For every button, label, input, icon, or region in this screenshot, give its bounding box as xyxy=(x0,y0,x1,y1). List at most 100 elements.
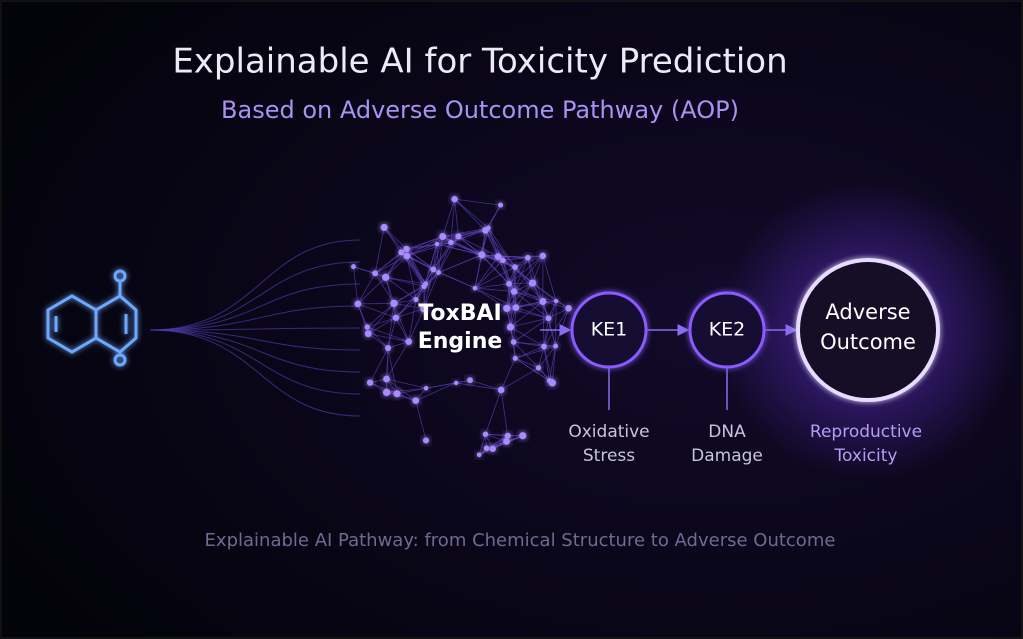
network-edge xyxy=(488,204,501,229)
network-edge xyxy=(386,348,389,379)
network-edge xyxy=(408,308,425,342)
network-edge xyxy=(386,341,410,380)
network-node xyxy=(453,380,459,386)
network-node xyxy=(539,298,547,305)
network-node xyxy=(372,270,379,277)
network-edge xyxy=(458,235,499,258)
network-edge xyxy=(423,272,439,309)
network-edge xyxy=(498,255,543,258)
node-caption: Stress xyxy=(583,446,635,466)
footer-caption: Explainable AI Pathway: from Chemical St… xyxy=(205,530,836,551)
input-fan xyxy=(149,327,361,331)
network-edge xyxy=(387,341,409,349)
network-edge xyxy=(474,254,483,289)
engine-line: ToxBAI xyxy=(418,301,501,326)
input-fan xyxy=(149,329,361,395)
network-edge xyxy=(474,287,517,308)
network-edge xyxy=(514,266,544,302)
network-edge xyxy=(357,303,397,319)
network-edge xyxy=(481,254,510,285)
node-label: Adverse xyxy=(825,300,910,324)
input-fan xyxy=(149,329,361,417)
network-node xyxy=(510,339,517,345)
network-edge xyxy=(514,255,544,268)
network-edge xyxy=(543,308,569,347)
network-edge xyxy=(485,230,516,268)
input-fan xyxy=(149,239,361,331)
network-edge xyxy=(514,291,544,302)
network-node xyxy=(483,445,490,452)
network-node xyxy=(546,378,552,384)
network-edge xyxy=(555,301,557,347)
network-edge xyxy=(406,248,434,270)
network-edge xyxy=(478,434,486,455)
network-edge xyxy=(542,301,569,309)
network-edge xyxy=(406,255,426,285)
input-fan xyxy=(149,261,361,331)
node-circle xyxy=(570,291,648,369)
network-edge xyxy=(538,367,550,381)
network-edge xyxy=(454,198,489,229)
network-edge xyxy=(515,357,550,381)
network-node xyxy=(525,254,531,261)
network-node xyxy=(382,273,390,281)
network-edge xyxy=(383,227,407,250)
node-label: KE1 xyxy=(591,319,628,341)
network-edge xyxy=(543,300,557,347)
network-edge xyxy=(385,255,408,278)
network-edge xyxy=(474,287,508,309)
network-edge xyxy=(374,252,402,274)
network-edge xyxy=(366,326,389,349)
network-edge xyxy=(438,254,483,273)
network-edge xyxy=(406,236,443,257)
network-node xyxy=(489,445,496,452)
engine-label: ToxBAI Engine xyxy=(418,301,503,354)
input-fan xyxy=(149,329,361,373)
network-node xyxy=(504,432,511,439)
network-edge xyxy=(408,299,417,342)
network-edge xyxy=(385,277,397,318)
network-node xyxy=(519,432,527,440)
network-node xyxy=(506,280,512,287)
network-node xyxy=(392,314,400,321)
network-edge xyxy=(538,345,556,369)
node-caption: Reproductive xyxy=(810,422,922,442)
network-edge xyxy=(442,227,489,237)
network-edge xyxy=(506,283,510,309)
arrows xyxy=(540,324,798,410)
network-edge xyxy=(485,433,507,442)
network-node xyxy=(486,225,491,231)
network-edge xyxy=(513,341,545,347)
network-node xyxy=(512,264,518,270)
network-node xyxy=(498,202,504,208)
network-edge xyxy=(474,256,499,289)
network-edge xyxy=(436,243,482,256)
network-edge xyxy=(385,276,426,285)
network-edge xyxy=(481,254,516,268)
network-edge xyxy=(500,367,539,391)
network-edge xyxy=(510,317,549,328)
network-edge xyxy=(543,318,549,347)
network-edge xyxy=(374,255,408,274)
network-edge xyxy=(366,303,395,328)
network-node xyxy=(393,390,401,398)
network-edge xyxy=(543,346,550,381)
network-edge xyxy=(515,345,556,359)
network-edge xyxy=(393,299,417,304)
network-edge xyxy=(497,256,515,292)
network-node xyxy=(354,300,362,308)
network-edge xyxy=(508,266,516,284)
network-node xyxy=(497,386,505,394)
network-edge xyxy=(485,230,499,257)
input-fan xyxy=(149,283,361,331)
node-caption: Damage xyxy=(691,446,763,466)
network-edge xyxy=(406,243,438,257)
network-node xyxy=(553,298,559,304)
network-edge xyxy=(485,389,502,435)
network-edge xyxy=(548,345,556,381)
network-edge xyxy=(432,242,452,270)
node-label: KE2 xyxy=(709,319,746,341)
outcome-circle xyxy=(796,258,940,402)
